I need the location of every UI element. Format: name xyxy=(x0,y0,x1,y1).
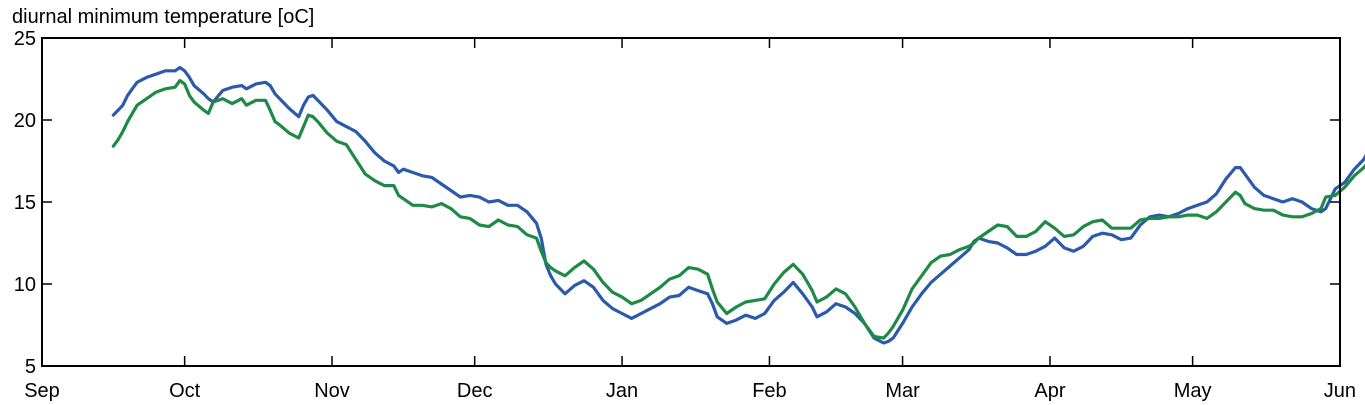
y-tick-label: 10 xyxy=(14,274,36,296)
y-tick-label: 15 xyxy=(14,192,36,214)
x-tick-label: Nov xyxy=(314,380,350,402)
x-axis: Sep Oct Nov Dec Jan Feb Mar Apr May Jun xyxy=(24,38,1356,402)
x-tick-label: Oct xyxy=(169,380,201,402)
y-tick-label: 25 xyxy=(14,28,36,50)
series-line-1 xyxy=(111,65,1365,345)
x-tick-label: Jun xyxy=(1324,380,1356,402)
x-tick-label: Sep xyxy=(24,380,60,402)
chart-title: diurnal minimum temperature [oC] xyxy=(12,6,315,28)
x-tick-label: Jan xyxy=(606,380,638,402)
y-tick-label: 5 xyxy=(25,356,36,378)
x-tick-label: Apr xyxy=(1034,380,1065,402)
series-layer xyxy=(111,65,1365,345)
y-axis: 5 10 15 20 25 xyxy=(14,28,1340,378)
x-tick-label: Feb xyxy=(752,380,786,402)
x-tick-label: May xyxy=(1174,380,1212,402)
y-tick-label: 20 xyxy=(14,110,36,132)
x-tick-label: Dec xyxy=(457,380,493,402)
series-line-2 xyxy=(111,79,1365,340)
x-tick-label: Mar xyxy=(885,380,920,402)
